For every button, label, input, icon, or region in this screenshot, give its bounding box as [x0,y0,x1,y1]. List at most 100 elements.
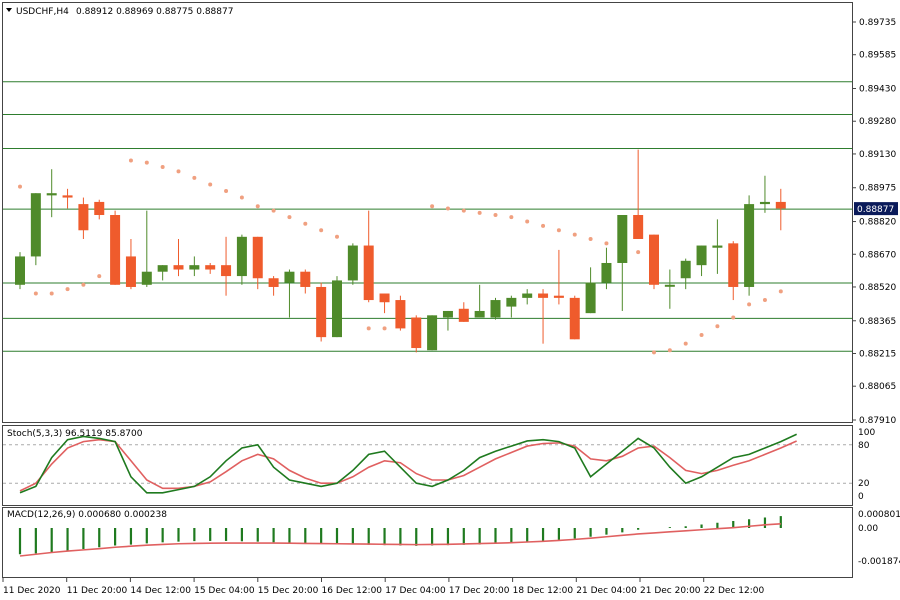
time-tick-label: 21 Dec 20:00 [640,586,701,596]
price-tick-label: 0.88215 [859,349,896,359]
candle [680,258,691,290]
psar-dot [176,169,181,174]
candle [712,219,723,274]
candle-body [553,295,564,298]
stoch-axis-label: 80 [858,441,870,451]
psar-dot [509,215,514,220]
main-pane-frame [2,2,853,423]
current-price-label: 0.88877 [857,205,894,215]
psar-dot [319,228,324,233]
candle-body [744,204,755,287]
candle [347,243,358,285]
psar-dot [49,291,54,296]
candle [601,247,612,290]
psar-dot [366,326,371,331]
candle [141,210,152,287]
candle-body [490,300,501,318]
candle-body [125,256,136,287]
candle-body [474,310,485,318]
psar-dot [525,219,530,224]
candle [268,276,279,296]
candle [649,234,659,290]
macd-pane-frame [2,507,853,578]
candle-body [316,286,327,338]
price-tick-label: 0.88820 [859,218,896,228]
stoch-label: Stoch(5,3,3) 96.5119 85.8700 [7,429,143,439]
time-tick-label: 15 Dec 20:00 [258,586,319,596]
time-tick-label: 11 Dec 20:00 [67,586,128,596]
candle-body [411,317,422,349]
candle [696,245,707,277]
psar-dot [239,195,244,200]
candle [617,215,628,311]
candle [236,234,247,285]
time-tick-label: 14 Dec 12:00 [130,586,191,596]
candle-body [268,278,279,287]
candle [205,262,216,274]
macd-signal-line [19,523,781,557]
quote-values: 0.88912 0.88969 0.88775 0.88877 [76,7,233,17]
psar-dot [160,165,165,170]
psar-dot [731,315,736,320]
candle [221,236,232,296]
symbol-header: USDCHF,H4 0.88912 0.88969 0.88775 0.8887… [6,7,233,17]
price-tick-label: 0.89735 [859,18,896,28]
candle [775,188,786,231]
psar-dot [18,184,22,189]
psar-dot [65,287,70,292]
price-tick-label: 0.88365 [859,317,896,327]
macd-histogram [18,516,782,555]
candle [490,297,501,320]
time-tick-label: 22 Dec 12:00 [704,586,765,596]
stoch-pane-frame [2,425,853,506]
candle-body [664,284,675,287]
candle-body [15,256,25,285]
candle [125,238,136,290]
psar-dot [303,221,308,226]
candle-body [173,265,184,270]
candle [173,238,184,277]
candle [30,193,41,266]
candle [46,169,57,218]
candle-body [427,315,438,351]
candle-body [617,215,628,263]
psar-dot [97,274,102,279]
price-tick-label: 0.88065 [859,382,896,392]
candle-body [696,245,707,266]
price-tick-label: 0.87910 [859,416,896,426]
price-tick-label: 0.89430 [859,85,896,95]
psar-dot [715,324,720,329]
candle-body [379,293,390,303]
candle [157,265,168,281]
candle [538,289,549,344]
candle-body [347,245,358,281]
candle [585,267,596,314]
candle [458,302,469,322]
dropdown-triangle-icon[interactable] [6,8,12,12]
stoch-axis-label: 100 [858,428,875,438]
candle [522,289,533,305]
psar-dot [461,208,466,213]
candle [363,210,374,303]
candle-body [458,308,469,322]
candle-body [569,297,580,340]
macd-axis-label: 0.000801 [858,510,900,520]
psar-dot [445,206,450,211]
macd-axis-label: -0.001874 [858,557,900,567]
candle-body [62,195,73,198]
candle-body [538,293,549,298]
candle [110,210,121,285]
candle-body [728,243,739,287]
candle [316,282,327,342]
time-tick-label: 15 Dec 04:00 [194,586,255,596]
candle-body [221,265,232,277]
candle-body [94,201,105,216]
symbol-label: USDCHF,H4 [16,7,69,17]
candle [411,315,422,353]
candle-body [332,280,342,338]
candle [78,197,89,239]
candle [252,236,263,290]
psar-dot [430,204,435,209]
